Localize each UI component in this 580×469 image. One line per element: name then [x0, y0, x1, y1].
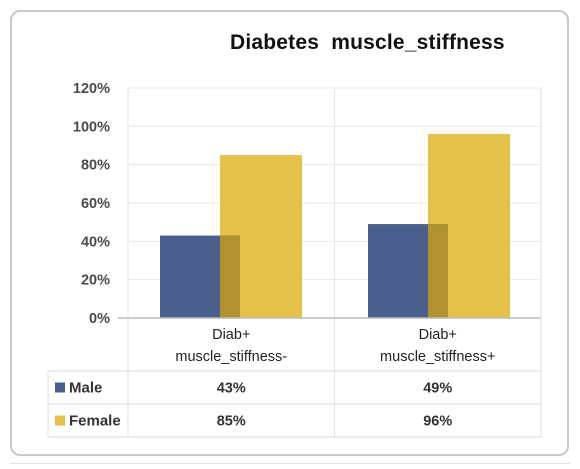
bar-overlap: [428, 224, 448, 318]
legend-label-male: Male: [69, 380, 102, 397]
data-label: 49%: [423, 381, 452, 397]
x-tick-label: Diab+: [419, 327, 457, 343]
y-tick-label: 60%: [81, 196, 110, 212]
y-tick-label: 40%: [81, 234, 110, 250]
y-tick-label: 20%: [81, 273, 110, 289]
x-tick-label: muscle_stiffness-: [175, 349, 287, 365]
bar-overlap: [220, 235, 240, 318]
legend-swatch-female: [55, 415, 65, 426]
x-tick-label: muscle_stiffness+: [380, 349, 495, 365]
data-label: 85%: [217, 414, 246, 430]
legend-swatch-male: [55, 382, 65, 393]
y-tick-label: 100%: [73, 119, 110, 135]
x-tick-label: Diab+: [212, 327, 250, 343]
data-label: 43%: [217, 381, 246, 397]
bottom-divider: [10, 463, 570, 464]
data-label: 96%: [423, 414, 452, 430]
y-tick-label: 120%: [73, 81, 110, 97]
legend-label-female: Female: [69, 413, 121, 430]
y-tick-label: 80%: [81, 158, 110, 174]
y-tick-label: 0%: [89, 311, 110, 327]
chart-title: Diabetes muscle_stiffness: [230, 31, 505, 54]
